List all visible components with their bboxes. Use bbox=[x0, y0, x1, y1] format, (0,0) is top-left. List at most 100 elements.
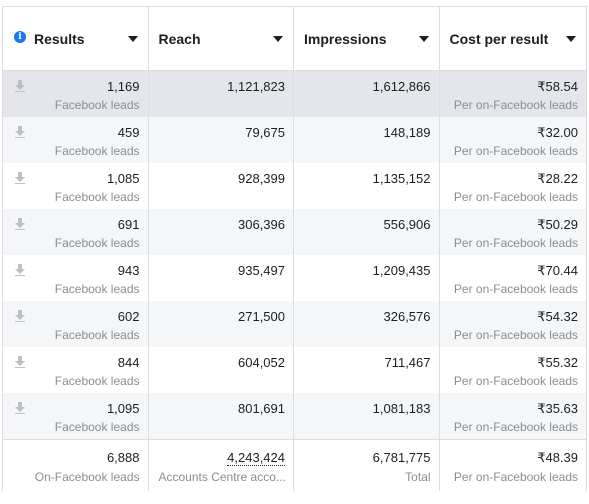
results-cell: 691 Facebook leads bbox=[3, 209, 149, 255]
download-icon bbox=[15, 125, 25, 138]
results-cell: 1,085 Facebook leads bbox=[3, 163, 149, 209]
column-label: Impressions bbox=[304, 31, 387, 47]
caret-down-icon[interactable] bbox=[273, 36, 283, 42]
cost-cell: ₹70.44 Per on-Facebook leads bbox=[440, 255, 587, 301]
total-cost-cell: ₹48.39 Per on-Facebook leads bbox=[439, 439, 586, 491]
table-row[interactable]: 691 Facebook leads 306,396 556,906 ₹50.29 Per… bbox=[3, 209, 586, 255]
cost-label: Per on-Facebook leads bbox=[453, 420, 578, 434]
impressions-cell: 1,612,866 bbox=[294, 71, 440, 117]
results-cell: 602 Facebook leads bbox=[3, 301, 149, 347]
reach-cell: 928,399 bbox=[149, 163, 294, 209]
total-reach-value[interactable]: 4,243,424 bbox=[227, 450, 285, 466]
impressions-cell: 1,135,152 bbox=[294, 163, 440, 209]
totals-row: 6,888 On-Facebook leads 4,243,424 Accoun… bbox=[3, 439, 586, 491]
total-cost-label: Per on-Facebook leads bbox=[453, 470, 578, 484]
impressions-cell: 326,576 bbox=[294, 301, 440, 347]
reach-cell: 604,052 bbox=[149, 347, 294, 393]
results-label: Facebook leads bbox=[54, 236, 140, 250]
impressions-value: 1,612,866 bbox=[372, 79, 431, 94]
caret-down-icon[interactable] bbox=[418, 36, 429, 42]
impressions-value: 326,576 bbox=[383, 309, 431, 324]
download-icon bbox=[15, 401, 25, 414]
reach-value: 271,500 bbox=[238, 309, 285, 324]
cost-label: Per on-Facebook leads bbox=[453, 190, 578, 204]
download-icon bbox=[15, 217, 25, 230]
cost-value: ₹35.63 bbox=[537, 401, 578, 416]
results-label: Facebook leads bbox=[54, 144, 140, 158]
total-reach-cell: 4,243,424 Accounts Centre acco... bbox=[148, 439, 294, 491]
total-impressions-value: 6,781,775 bbox=[372, 450, 431, 465]
table-row[interactable]: 602 Facebook leads 271,500 326,576 ₹54.32 Per… bbox=[3, 301, 586, 347]
download-icon bbox=[15, 309, 25, 322]
reach-cell: 1,121,823 bbox=[148, 71, 294, 117]
impressions-value: 556,906 bbox=[383, 217, 431, 232]
column-header-impressions[interactable]: Impressions bbox=[294, 7, 440, 71]
results-cell: 844 Facebook leads bbox=[3, 347, 149, 393]
table-row[interactable]: 844 Facebook leads 604,052 711,467 ₹55.32 Per… bbox=[3, 347, 586, 393]
results-label: Facebook leads bbox=[54, 282, 140, 296]
impressions-cell: 148,189 bbox=[294, 117, 440, 163]
impressions-value: 1,081,183 bbox=[372, 401, 431, 416]
results-cell: 1,169 Facebook leads bbox=[3, 71, 149, 117]
table-row[interactable]: 1,085 Facebook leads 928,399 1,135,152 ₹28.2… bbox=[3, 163, 586, 209]
cost-label: Per on-Facebook leads bbox=[453, 374, 578, 388]
total-impressions-cell: 6,781,775 Total bbox=[294, 439, 440, 491]
cost-label: Per on-Facebook leads bbox=[453, 144, 578, 158]
table-row[interactable]: 1,095 Facebook leads 801,691 1,081,183 ₹35.6… bbox=[3, 393, 586, 439]
cost-cell: ₹55.32 Per on-Facebook leads bbox=[440, 347, 587, 393]
results-value: 943 bbox=[117, 263, 140, 278]
results-label: Facebook leads bbox=[54, 374, 140, 388]
download-icon bbox=[15, 263, 25, 276]
cost-value: ₹55.32 bbox=[537, 355, 578, 370]
reach-cell: 306,396 bbox=[148, 209, 294, 255]
results-value: 602 bbox=[117, 309, 140, 324]
results-value: 844 bbox=[117, 355, 140, 370]
cost-cell: ₹50.29 Per on-Facebook leads bbox=[439, 209, 586, 255]
reach-value: 306,396 bbox=[238, 217, 285, 232]
table-header: i Results Reach Impressions Cost per res… bbox=[3, 7, 586, 71]
cost-value: ₹32.00 bbox=[537, 125, 578, 140]
download-icon bbox=[15, 355, 25, 368]
reach-value: 928,399 bbox=[238, 171, 285, 186]
reach-value: 935,497 bbox=[238, 263, 285, 278]
table-row[interactable]: 459 Facebook leads 79,675 148,189 ₹32.00 Per … bbox=[3, 117, 586, 163]
results-value: 1,169 bbox=[106, 79, 140, 94]
results-label: Facebook leads bbox=[54, 328, 140, 342]
results-cell: 459 Facebook leads bbox=[3, 117, 149, 163]
impressions-cell: 1,209,435 bbox=[294, 255, 440, 301]
cost-cell: ₹54.32 Per on-Facebook leads bbox=[439, 301, 586, 347]
total-results-label: On-Facebook leads bbox=[34, 470, 140, 484]
reach-value: 1,121,823 bbox=[227, 79, 285, 94]
table-row[interactable]: 943 Facebook leads 935,497 1,209,435 ₹70.44 P… bbox=[3, 255, 586, 301]
download-icon bbox=[15, 171, 25, 184]
results-value: 1,085 bbox=[106, 171, 140, 186]
column-label: Results bbox=[34, 31, 85, 47]
total-cost-value: ₹48.39 bbox=[537, 450, 578, 465]
impressions-value: 148,189 bbox=[383, 125, 431, 140]
cost-value: ₹28.22 bbox=[537, 171, 578, 186]
results-label: Facebook leads bbox=[54, 190, 140, 204]
reach-value: 604,052 bbox=[238, 355, 285, 370]
reach-cell: 801,691 bbox=[148, 393, 294, 439]
column-label: Cost per result bbox=[449, 31, 549, 47]
cost-label: Per on-Facebook leads bbox=[453, 328, 578, 342]
column-header-results[interactable]: i Results bbox=[3, 7, 149, 71]
cost-label: Per on-Facebook leads bbox=[453, 98, 578, 112]
caret-down-icon[interactable] bbox=[566, 36, 576, 42]
caret-down-icon[interactable] bbox=[127, 36, 138, 42]
total-impressions-label: Total bbox=[405, 470, 431, 484]
cost-cell: ₹58.54 Per on-Facebook leads bbox=[439, 71, 586, 117]
ads-results-table: i Results Reach Impressions Cost per res… bbox=[2, 6, 587, 491]
total-results-value: 6,888 bbox=[106, 450, 140, 465]
reach-cell: 79,675 bbox=[148, 117, 294, 163]
total-reach-label: Accounts Centre acco... bbox=[158, 470, 286, 484]
column-header-cost-per-result[interactable]: Cost per result bbox=[439, 7, 586, 71]
cost-cell: ₹35.63 Per on-Facebook leads bbox=[439, 393, 586, 439]
table-row[interactable]: 1,169 Facebook leads 1,121,823 1,612,866 ₹58… bbox=[3, 71, 586, 117]
column-header-reach[interactable]: Reach bbox=[148, 7, 294, 71]
results-value: 1,095 bbox=[106, 401, 140, 416]
info-icon[interactable]: i bbox=[14, 31, 26, 43]
reach-value: 801,691 bbox=[238, 401, 285, 416]
download-icon bbox=[15, 79, 25, 92]
cost-cell: ₹32.00 Per on-Facebook leads bbox=[439, 117, 586, 163]
